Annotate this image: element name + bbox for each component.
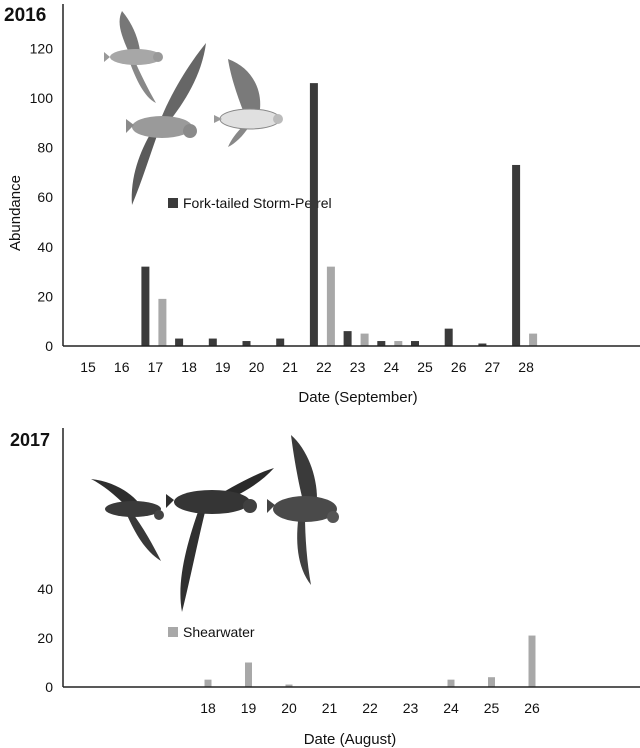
- y-tick-label: 0: [45, 338, 53, 354]
- chart-2017: 2017: [10, 428, 640, 748]
- x-tick-label: 15: [80, 359, 96, 375]
- y-tick-label: 20: [37, 630, 53, 646]
- legend-swatch-shearwater: [168, 627, 178, 637]
- bar-shearwater-25: [488, 677, 495, 687]
- x-tick-label: 16: [114, 359, 130, 375]
- bar-series-2-23: [360, 333, 369, 346]
- bar-series-2-22: [326, 266, 335, 346]
- x-tick-label: 18: [181, 359, 197, 375]
- y-tick-label: 0: [45, 679, 53, 695]
- bar-fork-tailed-storm-petrel-22: [309, 83, 318, 347]
- legend: Shearwater: [168, 624, 255, 640]
- x-tick-label: 25: [417, 359, 433, 375]
- legend: Fork-tailed Storm-Petrel: [168, 195, 332, 211]
- y-tick-label: 20: [37, 288, 53, 304]
- x-tick-label: 24: [384, 359, 400, 375]
- legend-label-storm-petrel: Fork-tailed Storm-Petrel: [183, 195, 332, 211]
- x-tick-label: 26: [451, 359, 467, 375]
- bar-fork-tailed-storm-petrel-17: [141, 266, 150, 346]
- legend-label-shearwater: Shearwater: [183, 624, 255, 640]
- bar-series-2-17: [158, 298, 167, 346]
- chart-title: 2016: [4, 5, 46, 26]
- x-tick-label: 20: [281, 700, 297, 716]
- x-tick-label: 17: [148, 359, 164, 375]
- bar-shearwater-20: [285, 684, 293, 687]
- x-tick-label: 19: [241, 700, 257, 716]
- x-tick-label: 23: [350, 359, 366, 375]
- bar-fork-tailed-storm-petrel-26: [444, 328, 453, 346]
- y-axis-label: Abundance: [7, 175, 24, 251]
- y-tick-label: 120: [30, 40, 54, 56]
- bar-fork-tailed-storm-petrel-24: [377, 341, 386, 346]
- x-axis-label: Date (August): [304, 731, 397, 748]
- bar-fork-tailed-storm-petrel-23: [343, 331, 352, 346]
- chart-title: 2017: [10, 430, 50, 450]
- x-tick-label: 18: [200, 700, 216, 716]
- bar-fork-tailed-storm-petrel-18: [175, 338, 184, 346]
- bar-shearwater-18: [204, 679, 212, 687]
- bar-series-2-28: [529, 333, 538, 346]
- x-tick-label: 19: [215, 359, 231, 375]
- y-tick-label: 60: [37, 189, 53, 205]
- chart-2016: 2016 Abundance: [4, 4, 640, 406]
- x-axis-label: Date (September): [298, 389, 417, 406]
- bar-fork-tailed-storm-petrel-25: [411, 341, 419, 346]
- y-tick-label: 40: [37, 239, 53, 255]
- x-tick-label: 21: [282, 359, 298, 375]
- x-tick-label: 23: [403, 700, 419, 716]
- bar-series-2-24: [394, 341, 403, 346]
- storm-petrel-illustration: [104, 11, 283, 205]
- bar-fork-tailed-storm-petrel-27: [478, 343, 487, 346]
- bar-fork-tailed-storm-petrel-21: [276, 338, 285, 346]
- x-tick-label: 21: [322, 700, 338, 716]
- shearwater-illustration: [91, 435, 339, 612]
- x-tick-label: 27: [485, 359, 501, 375]
- y-tick-label: 100: [30, 90, 54, 106]
- bar-fork-tailed-storm-petrel-19: [208, 338, 217, 346]
- x-tick-label: 25: [484, 700, 500, 716]
- y-tick-label: 80: [37, 140, 53, 156]
- x-tick-label: 20: [249, 359, 265, 375]
- y-tick-label: 40: [37, 581, 53, 597]
- x-tick-label: 28: [518, 359, 534, 375]
- bar-fork-tailed-storm-petrel-28: [512, 164, 521, 346]
- legend-swatch-storm-petrel: [168, 198, 178, 208]
- x-tick-label: 26: [524, 700, 540, 716]
- x-tick-label: 22: [316, 359, 332, 375]
- bar-shearwater-26: [528, 635, 536, 687]
- bar-shearwater-24: [447, 679, 455, 687]
- bar-fork-tailed-storm-petrel-20: [242, 341, 251, 346]
- x-tick-label: 24: [443, 700, 459, 716]
- bar-shearwater-19: [245, 662, 252, 687]
- x-tick-label: 22: [362, 700, 378, 716]
